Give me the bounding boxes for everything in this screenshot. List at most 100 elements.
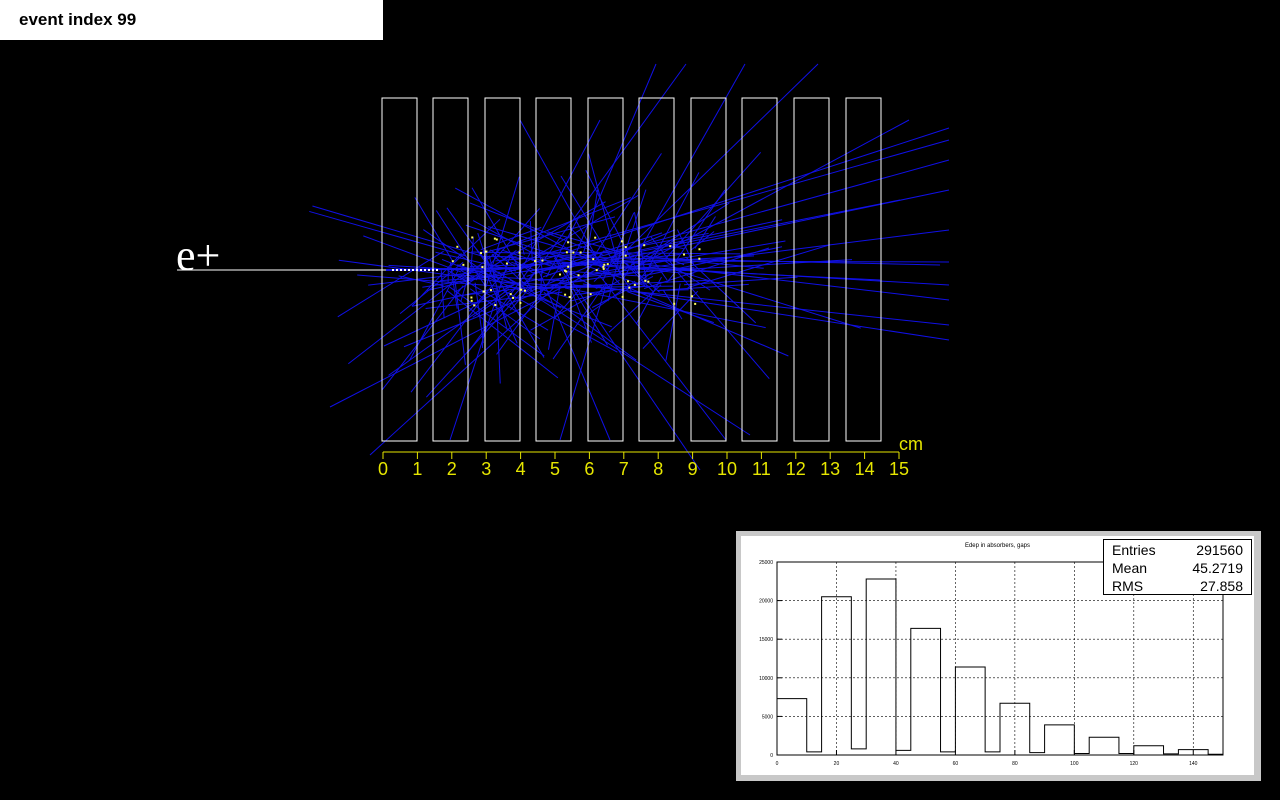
shower-track	[529, 251, 741, 255]
shower-track	[657, 283, 749, 292]
shower-track	[575, 285, 649, 296]
shower-track	[495, 288, 501, 384]
histogram-bar	[1089, 737, 1119, 755]
hit-dot	[489, 289, 492, 292]
shower-track	[509, 279, 751, 436]
hit-dot	[627, 280, 630, 283]
x-tick-label: 80	[1012, 761, 1018, 767]
hit-dot	[602, 267, 605, 270]
x-tick-label: 20	[834, 761, 840, 767]
shower-track	[636, 119, 910, 267]
hit-dot	[683, 253, 686, 256]
shower-track	[496, 268, 559, 355]
stats-rms-row: RMS 27.858	[1112, 577, 1243, 595]
hit-dot	[690, 295, 693, 298]
x-tick-label: 100	[1070, 761, 1079, 767]
hit-dot	[392, 269, 394, 271]
histogram-bar	[866, 579, 896, 755]
shower-track	[469, 202, 604, 256]
shower-track	[547, 231, 622, 253]
shower-track	[450, 218, 501, 267]
shower-track	[665, 283, 681, 361]
shower-track	[690, 231, 715, 251]
hit-dot	[572, 251, 575, 254]
shower-track	[363, 235, 462, 273]
shower-track	[425, 289, 525, 398]
stats-entries-label: Entries	[1112, 542, 1156, 558]
hit-dot	[594, 236, 597, 239]
shower-track	[650, 236, 677, 270]
shower-track	[625, 262, 660, 293]
ruler-tick-label: 12	[786, 459, 806, 479]
shower-track	[447, 290, 559, 379]
hit-dot	[470, 299, 473, 302]
shower-track	[608, 284, 662, 333]
shower-track	[635, 276, 662, 325]
shower-track	[642, 290, 699, 350]
shower-track	[480, 226, 542, 251]
shower-track	[515, 127, 950, 270]
hit-dot	[564, 293, 567, 296]
shower-track	[675, 189, 726, 262]
shower-track	[585, 240, 786, 275]
histogram-bar	[1045, 725, 1075, 755]
y-tick-label: 0	[770, 753, 773, 759]
shower-track	[622, 63, 746, 281]
histogram-bar	[1178, 750, 1208, 755]
y-tick-label: 5000	[762, 714, 773, 720]
hit-dot	[481, 266, 484, 269]
hit-dot	[493, 237, 496, 240]
particle-tracks	[309, 63, 950, 471]
shower-track	[536, 287, 568, 298]
shower-track	[554, 255, 701, 471]
absorber-layer	[484, 97, 521, 442]
hit-dot	[436, 269, 438, 271]
y-tick-label: 20000	[759, 599, 773, 605]
shower-track	[610, 252, 764, 269]
hit-dot	[602, 265, 605, 268]
y-tick-label: 10000	[759, 676, 773, 682]
event-index-label: event index 99	[0, 0, 383, 40]
hit-dot	[624, 246, 627, 249]
hit-dot	[673, 302, 676, 305]
shower-track	[664, 260, 711, 291]
histogram-bar	[777, 699, 807, 755]
hit-dot	[647, 280, 650, 283]
shower-track	[425, 291, 563, 309]
ruler-tick-label: 5	[550, 459, 560, 479]
ruler-unit-label: cm	[899, 434, 923, 454]
hit-dot	[404, 269, 406, 271]
hit-dot	[577, 274, 580, 277]
hit-dot	[456, 245, 459, 248]
shower-track	[369, 275, 568, 456]
shower-track	[583, 236, 589, 253]
hit-dot	[494, 303, 497, 306]
shower-track	[624, 285, 789, 357]
shower-track	[329, 267, 600, 408]
hit-dot	[451, 260, 454, 263]
y-tick-label: 25000	[759, 560, 773, 566]
shower-track	[388, 288, 510, 376]
shower-track	[440, 267, 445, 319]
hit-dot	[408, 269, 410, 271]
ruler-tick-label: 11	[752, 459, 771, 479]
shower-track	[409, 270, 459, 361]
hit-dot	[462, 263, 465, 266]
ruler-tick-label: 0	[378, 459, 388, 479]
shower-track	[309, 210, 466, 257]
shower-track	[337, 250, 444, 318]
shower-track	[591, 153, 662, 260]
shower-track	[530, 279, 620, 331]
hit-dot	[473, 304, 476, 307]
stats-entries-value: 291560	[1196, 542, 1243, 558]
histogram-bar	[1074, 753, 1089, 755]
hit-dot	[400, 269, 402, 271]
shower-track	[454, 281, 466, 365]
histogram-bar	[1119, 753, 1134, 755]
histogram-bar	[851, 749, 866, 755]
shower-track	[543, 291, 637, 361]
absorber-layer	[587, 97, 624, 442]
shower-track	[627, 291, 714, 324]
hit-dot	[520, 288, 523, 291]
shower-track	[536, 237, 544, 274]
